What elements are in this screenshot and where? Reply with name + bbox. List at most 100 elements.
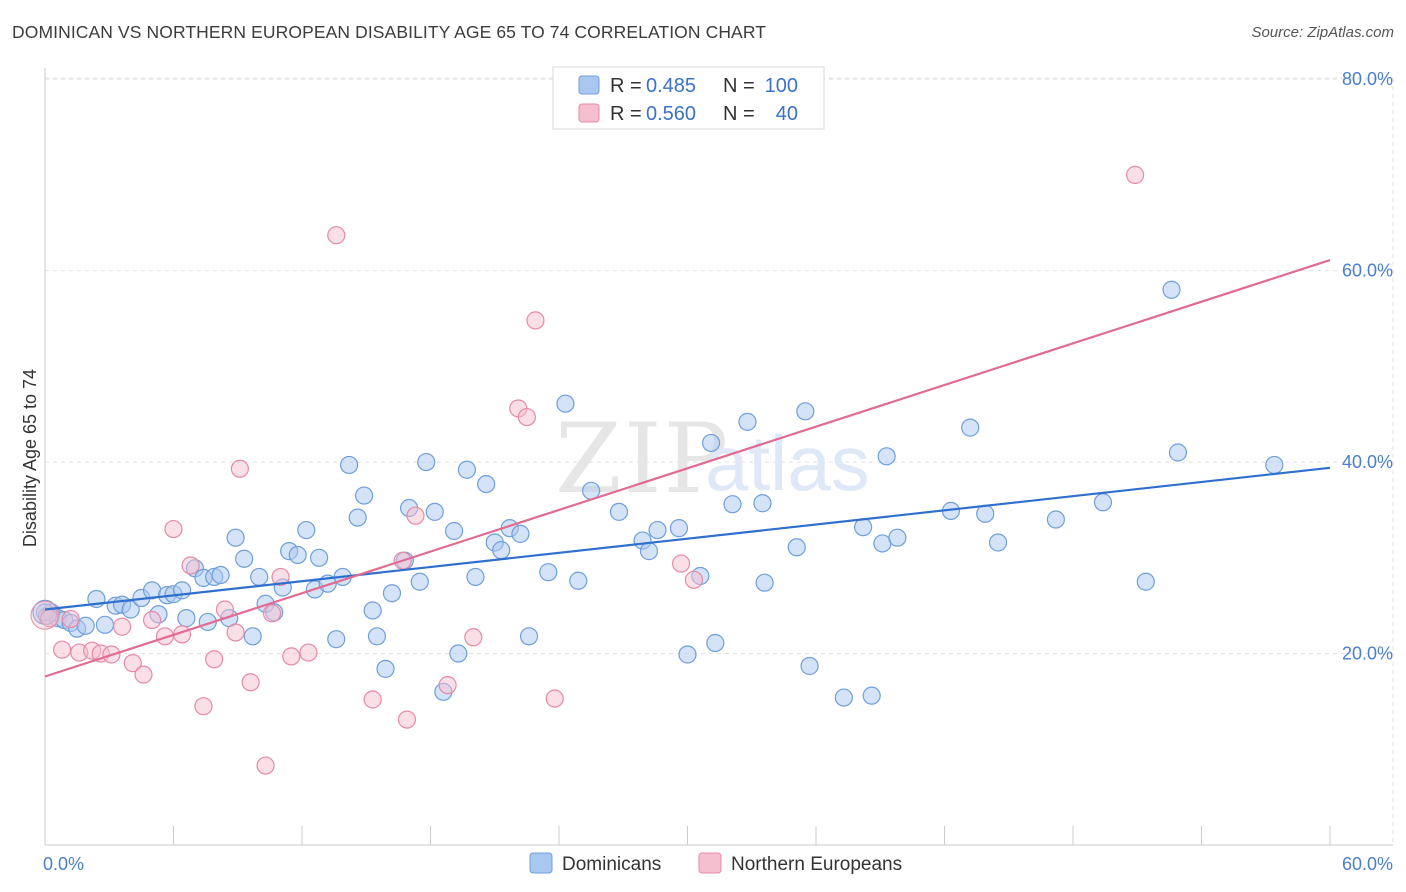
point-dominicans-64 (556, 394, 575, 413)
point-dominicans-97 (1168, 443, 1188, 462)
point-dominicans-8 (95, 615, 115, 634)
point-dominicans-53 (444, 521, 464, 541)
point-dominicans-36 (310, 548, 329, 567)
point-dominicans-61 (511, 524, 530, 543)
point-dominicans-17 (172, 581, 192, 600)
watermark-atlas: atlas (705, 419, 870, 507)
point-dominicans-78 (753, 494, 772, 513)
point-northern-europeans-37 (671, 554, 691, 573)
point-northern-europeans-10 (142, 610, 162, 630)
point-dominicans-26 (235, 549, 254, 568)
trend-lines (44, 259, 1331, 678)
trend-line-northern-europeans (44, 259, 1331, 678)
point-dominicans-85 (862, 686, 881, 705)
point-dominicans-95 (1136, 572, 1155, 591)
x-tick-label-min: 0.0% (43, 854, 84, 874)
point-dominicans-67 (609, 502, 629, 521)
point-dominicans-79 (755, 573, 774, 592)
legend-swatch-northern-europeans (578, 103, 600, 123)
point-northern-europeans-38 (684, 570, 704, 589)
point-dominicans-84 (854, 518, 873, 537)
point-northern-europeans-16 (205, 650, 224, 669)
point-dominicans-96 (1162, 280, 1181, 299)
point-dominicans-65 (569, 571, 588, 590)
point-dominicans-38 (327, 630, 346, 649)
point-northern-europeans-31 (438, 676, 457, 695)
point-northern-europeans-9 (134, 665, 153, 684)
legend-r-label-dominicans: R = (610, 75, 642, 97)
point-dominicans-71 (669, 519, 689, 538)
point-dominicans-56 (466, 567, 485, 587)
chart-title: DOMINICAN VS NORTHERN EUROPEAN DISABILIT… (12, 22, 767, 42)
stats-legend: R = 0.485 N = 100 R = 0.560 N = 40 (552, 66, 825, 130)
point-northern-europeans-7 (112, 617, 132, 636)
point-dominicans-70 (648, 520, 667, 540)
point-dominicans-40 (340, 455, 359, 475)
point-northern-europeans-32 (464, 628, 483, 647)
point-northern-europeans-15 (194, 697, 213, 716)
point-northern-europeans-2 (61, 609, 80, 629)
point-dominicans-41 (348, 508, 367, 527)
point-dominicans-44 (367, 627, 387, 646)
point-northern-europeans-25 (299, 643, 318, 662)
point-dominicans-76 (723, 495, 742, 514)
point-northern-europeans-20 (241, 673, 260, 692)
y-tick-label-80: 80.0% (1342, 69, 1393, 89)
point-dominicans-87 (877, 447, 896, 466)
point-dominicans-50 (417, 452, 436, 472)
point-dominicans-77 (738, 412, 757, 431)
point-dominicans-28 (250, 567, 269, 587)
point-northern-europeans-30 (406, 506, 425, 525)
tick-labels: 20.0% 40.0% 60.0% 80.0% 0.0% 60.0% (43, 69, 1393, 874)
point-northern-europeans-24 (282, 647, 301, 666)
point-dominicans-91 (976, 504, 995, 523)
point-dominicans-33 (288, 545, 307, 565)
series-label-northern-europeans: Northern Europeans (731, 854, 902, 875)
legend-r-value-dominicans: 0.485 (646, 75, 696, 97)
y-tick-label-20: 20.0% (1342, 644, 1393, 664)
source-label: Source: ZipAtlas.com (1251, 24, 1394, 41)
point-dominicans-34 (297, 520, 316, 540)
point-dominicans-88 (888, 528, 907, 547)
point-dominicans-72 (678, 645, 697, 664)
point-dominicans-54 (449, 644, 468, 663)
point-dominicans-98 (1265, 455, 1284, 475)
point-dominicans-57 (477, 474, 496, 494)
point-northern-europeans-8 (123, 654, 142, 673)
y-tick-label-60: 60.0% (1342, 261, 1393, 281)
point-dominicans-18 (177, 609, 196, 628)
x-tick-label-max: 60.0% (1342, 854, 1393, 874)
point-dominicans-6 (76, 616, 95, 635)
axes (44, 68, 1393, 846)
point-dominicans-92 (988, 533, 1008, 552)
point-dominicans-59 (492, 541, 511, 560)
y-tick-label-40: 40.0% (1342, 452, 1393, 472)
point-northern-europeans-23 (271, 567, 290, 587)
point-dominicans-46 (382, 584, 402, 603)
legend-n-value-northern-europeans: 40 (776, 103, 798, 125)
point-northern-europeans-cluster (30, 600, 60, 630)
point-northern-europeans-36 (545, 689, 564, 708)
y-axis-label: Disability Age 65 to 74 (20, 369, 40, 547)
point-dominicans-49 (410, 572, 429, 591)
point-dominicans-94 (1093, 493, 1113, 512)
point-northern-europeans-22 (262, 604, 282, 623)
point-northern-europeans-26 (327, 226, 346, 245)
point-dominicans-90 (961, 418, 980, 437)
point-northern-europeans-27 (363, 690, 382, 709)
point-northern-europeans-12 (164, 519, 183, 539)
point-dominicans-42 (355, 486, 374, 505)
legend-n-label-northern-europeans: N = (723, 103, 755, 125)
point-northern-europeans-34 (517, 407, 536, 427)
series-swatch-northern-europeans (698, 852, 722, 874)
point-dominicans-27 (243, 627, 262, 646)
point-northern-europeans-14 (181, 556, 200, 575)
point-dominicans-63 (539, 563, 558, 582)
point-northern-europeans-29 (397, 710, 417, 729)
point-dominicans-81 (796, 402, 815, 421)
point-dominicans-75 (706, 633, 725, 653)
point-dominicans-51 (425, 502, 444, 521)
point-dominicans-62 (519, 627, 539, 646)
legend-n-label-dominicans: N = (723, 75, 755, 97)
